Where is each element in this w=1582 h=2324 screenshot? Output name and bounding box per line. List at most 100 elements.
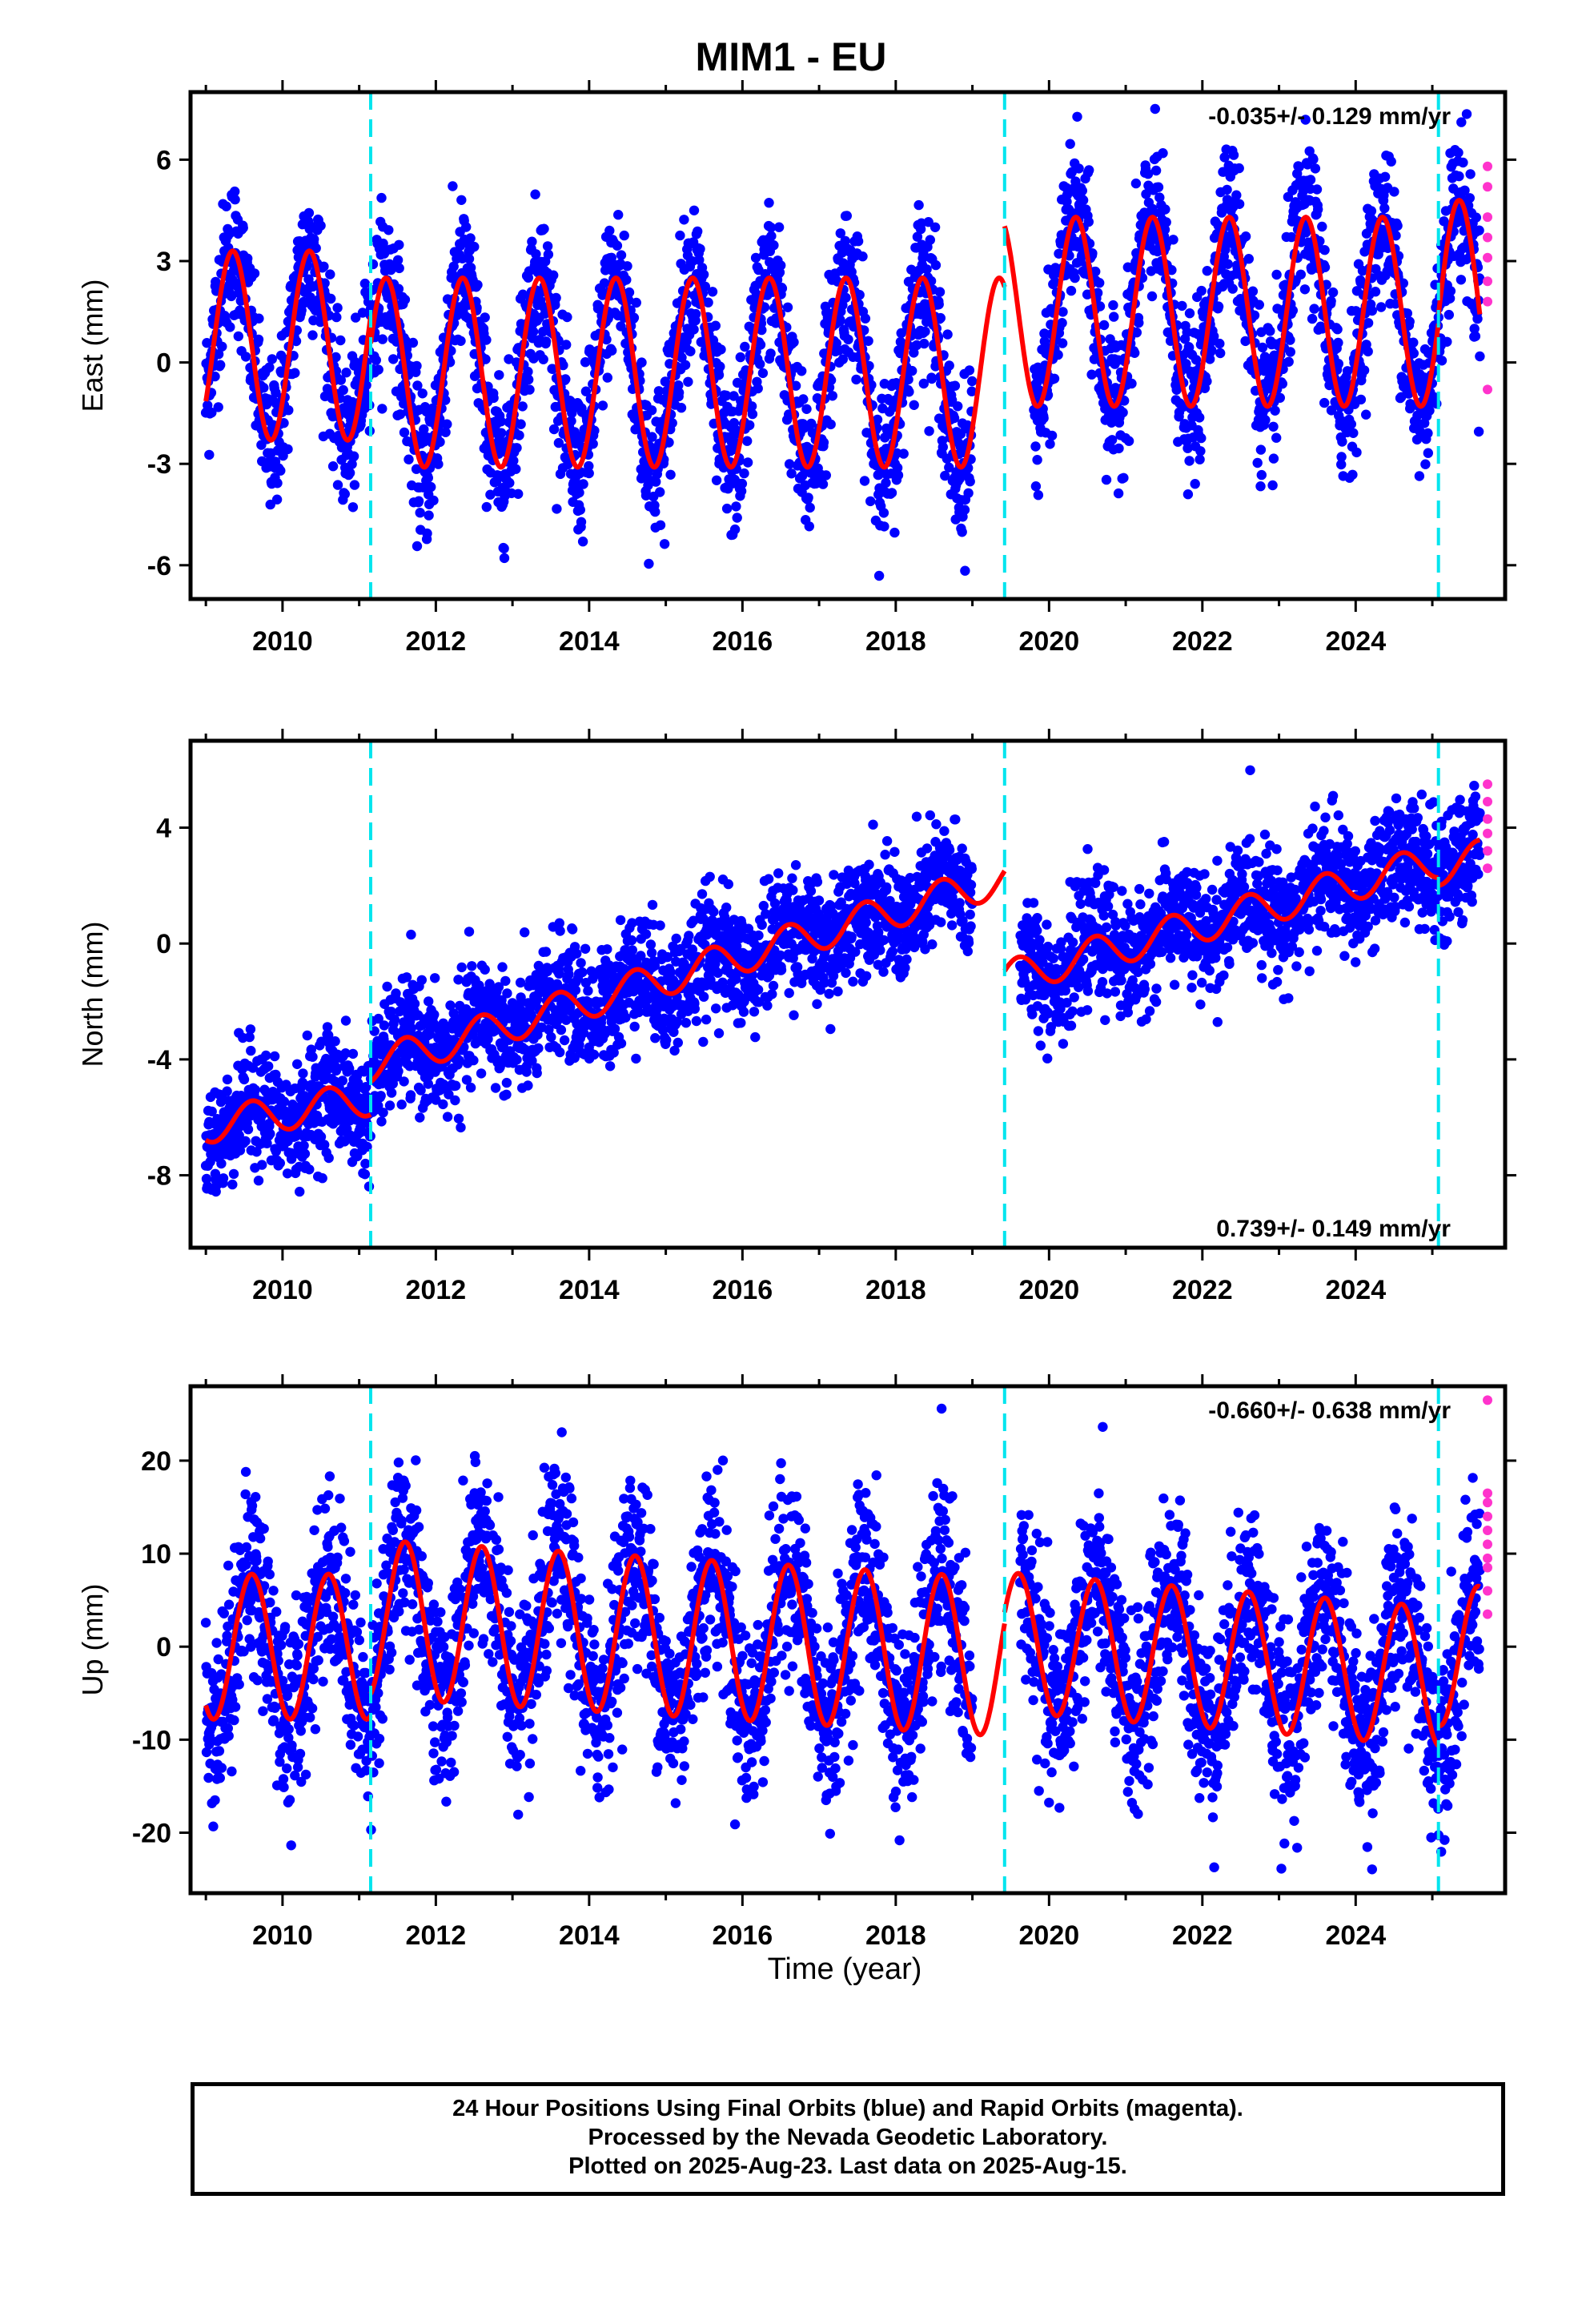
east-data-point bbox=[1319, 397, 1330, 408]
east-data-point bbox=[376, 192, 387, 203]
east-data-point bbox=[1300, 115, 1311, 125]
east-data-point bbox=[607, 345, 617, 356]
east-data-point bbox=[412, 541, 423, 552]
east-data-point bbox=[700, 281, 710, 292]
north-data-point bbox=[201, 1173, 212, 1184]
east-data-point bbox=[840, 235, 850, 246]
east-data-point bbox=[655, 487, 665, 497]
north-data-point bbox=[546, 1031, 556, 1043]
east-data-point bbox=[612, 240, 623, 251]
north-data-point bbox=[456, 962, 467, 973]
east-data-point bbox=[1184, 456, 1195, 466]
east-data-point bbox=[1118, 472, 1129, 483]
east-data-point bbox=[731, 501, 741, 512]
east-data-point bbox=[821, 470, 832, 480]
east-data-point bbox=[575, 505, 585, 515]
east-data-point bbox=[1271, 269, 1282, 280]
east-data-point bbox=[651, 476, 661, 487]
east-data-point bbox=[1050, 277, 1061, 287]
east-data-point bbox=[1219, 152, 1230, 163]
east-data-point bbox=[1109, 312, 1119, 322]
east-data-point bbox=[1191, 355, 1202, 365]
east-data-point bbox=[1118, 407, 1128, 418]
east-data-point bbox=[693, 226, 703, 237]
east-data-point bbox=[1131, 328, 1142, 338]
east-data-point bbox=[249, 268, 260, 279]
east-data-point bbox=[357, 308, 368, 318]
east-data-point bbox=[694, 255, 705, 265]
east-data-point bbox=[622, 261, 632, 271]
north-data-point bbox=[218, 1173, 229, 1184]
east-data-point bbox=[1260, 415, 1271, 425]
east-data-point bbox=[440, 427, 451, 437]
east-data-point bbox=[673, 380, 684, 391]
east-data-point bbox=[689, 205, 700, 215]
east-data-point bbox=[1057, 338, 1068, 348]
east-data-point bbox=[1265, 326, 1275, 336]
north-data-point bbox=[583, 986, 593, 996]
east-data-point bbox=[664, 437, 674, 448]
east-data-point bbox=[1408, 348, 1419, 359]
east-rapid-point bbox=[1483, 384, 1492, 395]
north-data-point bbox=[396, 1100, 407, 1110]
east-data-point bbox=[619, 230, 629, 241]
north-data-point bbox=[222, 1086, 232, 1096]
east-data-point bbox=[1367, 305, 1378, 316]
east-data-point bbox=[1249, 310, 1260, 320]
east-data-point bbox=[1351, 447, 1362, 458]
east-data-point bbox=[804, 521, 814, 532]
east-data-point bbox=[604, 225, 615, 236]
east-data-point bbox=[461, 222, 472, 232]
east-data-point bbox=[621, 275, 632, 285]
north-data-point bbox=[222, 1074, 233, 1085]
north-data-point bbox=[360, 1158, 371, 1169]
east-data-point bbox=[440, 395, 451, 405]
east-data-point bbox=[1213, 301, 1224, 312]
north-data-point bbox=[615, 915, 626, 926]
east-data-point bbox=[552, 504, 562, 514]
east-data-point bbox=[764, 198, 774, 208]
east-data-point bbox=[296, 305, 307, 316]
north-data-point bbox=[323, 1152, 334, 1164]
east-data-point bbox=[1469, 324, 1480, 334]
east-data-point bbox=[818, 437, 829, 448]
east-data-point bbox=[817, 479, 829, 489]
east-data-point bbox=[331, 352, 341, 363]
north-data-point bbox=[250, 1084, 260, 1096]
east-ylabel: East (mm) bbox=[76, 279, 109, 412]
east-data-point bbox=[1408, 337, 1419, 348]
east-data-point bbox=[721, 503, 733, 514]
east-data-point bbox=[837, 300, 848, 311]
north-data-point bbox=[386, 1088, 397, 1098]
east-data-point bbox=[745, 420, 755, 431]
east-data-point bbox=[755, 359, 765, 369]
east-data-point bbox=[1420, 459, 1431, 469]
north-data-point bbox=[500, 975, 511, 987]
east-data-point bbox=[1130, 178, 1142, 189]
north-data-point bbox=[602, 944, 612, 955]
east-data-point bbox=[798, 394, 809, 404]
east-data-point bbox=[433, 459, 444, 469]
east-data-point bbox=[332, 303, 343, 313]
east-data-point bbox=[843, 334, 853, 345]
north-data-point bbox=[415, 1112, 425, 1123]
east-data-point bbox=[599, 278, 610, 288]
east-data-point bbox=[512, 443, 522, 453]
east-data-point bbox=[1424, 405, 1435, 416]
east-data-point bbox=[1065, 139, 1075, 149]
east-data-point bbox=[904, 387, 914, 397]
north-data-point bbox=[264, 1120, 275, 1132]
east-data-point bbox=[496, 416, 506, 427]
east-data-point bbox=[766, 231, 777, 241]
east-data-point bbox=[1332, 324, 1343, 335]
east-data-point bbox=[267, 354, 277, 364]
east-data-point bbox=[1181, 359, 1191, 369]
east-data-point bbox=[1177, 300, 1187, 312]
east-data-point bbox=[747, 408, 758, 420]
east-data-point bbox=[1094, 301, 1106, 312]
north-data-point bbox=[307, 1051, 318, 1062]
east-data-point bbox=[825, 375, 837, 385]
east-data-point bbox=[539, 223, 549, 234]
east-data-point bbox=[628, 312, 640, 323]
